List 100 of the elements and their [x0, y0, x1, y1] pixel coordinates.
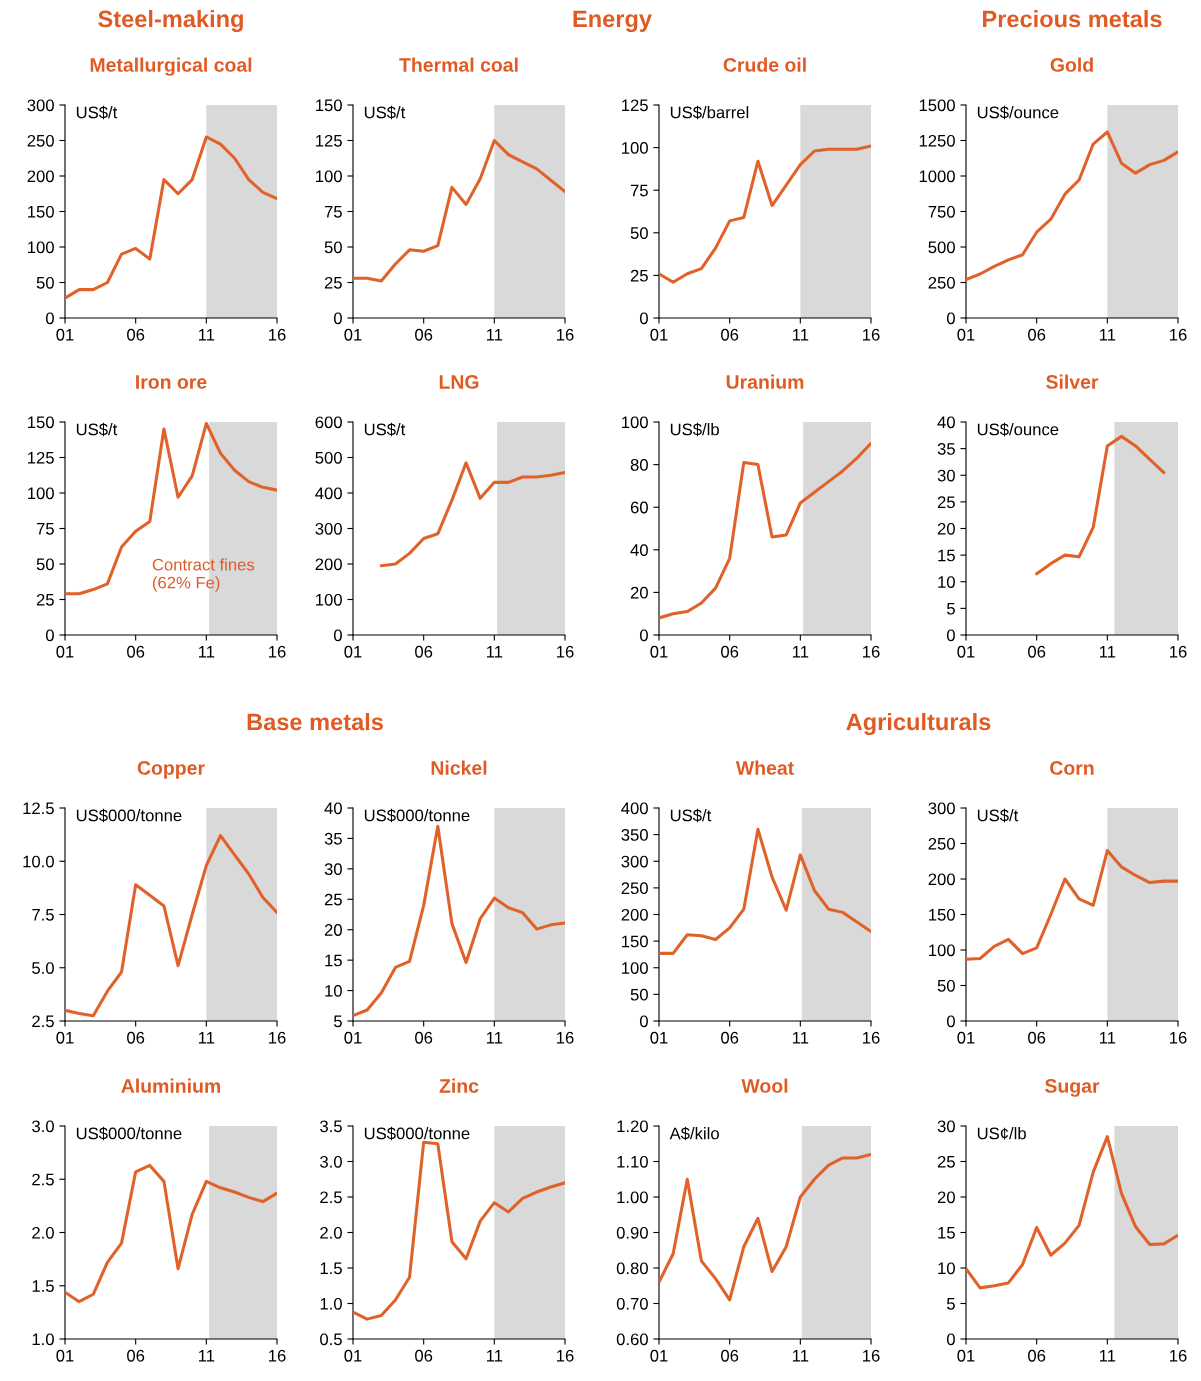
x-tick-label: 16 — [863, 1031, 880, 1044]
y-tick-label: 300 — [27, 99, 54, 112]
x-tick-label: 01 — [650, 645, 668, 658]
y-tick-label: 5 — [946, 602, 955, 615]
chart-title: Corn — [1050, 761, 1094, 775]
y-tick-label: 0 — [333, 312, 342, 325]
y-tick-label: 200 — [27, 170, 54, 183]
x-tick-label: 06 — [1028, 1349, 1046, 1362]
x-tick-label: 16 — [863, 645, 880, 658]
y-tick-label: 12.5 — [23, 802, 54, 815]
y-tick-label: 0 — [45, 312, 54, 325]
x-tick-label: 16 — [269, 1031, 286, 1044]
y-axis-title: US$000/tonne — [364, 1126, 470, 1141]
x-tick-label: 11 — [486, 646, 503, 658]
y-tick-label: 75 — [630, 184, 648, 197]
y-tick-label: 0 — [639, 312, 648, 325]
y-axis-title: US$/t — [977, 808, 1019, 823]
y-tick-label: 600 — [315, 416, 342, 429]
y-tick-label: 2.5 — [32, 1173, 54, 1186]
chart-title: Thermal coal — [399, 57, 518, 72]
y-tick-label: 150 — [28, 416, 54, 429]
y-tick-label: 500 — [928, 241, 955, 254]
y-tick-label: 10 — [938, 1262, 955, 1275]
y-tick-label: 125 — [316, 134, 342, 147]
y-tick-label: 0 — [946, 629, 955, 642]
y-tick-label: 35 — [324, 832, 342, 845]
chart-title: Sugar — [1045, 1079, 1100, 1097]
x-tick-label: 06 — [721, 1031, 739, 1044]
chart-title: Iron ore — [136, 375, 207, 389]
y-tick-label: 3.0 — [320, 1155, 342, 1168]
y-tick-label: 50 — [36, 276, 54, 289]
y-tick-label: 400 — [315, 487, 342, 500]
y-tick-label: 200 — [621, 908, 648, 921]
line-series — [379, 461, 565, 568]
y-tick-label: 750 — [928, 205, 955, 218]
x-tick-label: 16 — [863, 328, 880, 341]
y-tick-label: 2.5 — [32, 1015, 54, 1028]
line-series — [65, 1163, 277, 1304]
chart-title: LNG — [439, 375, 479, 389]
y-tick-label: 40 — [937, 416, 955, 429]
y-tick-label: 15 — [938, 549, 955, 562]
y-tick-label: 5 — [946, 1298, 955, 1310]
y-tick-label: 20 — [937, 522, 955, 535]
x-tick-label: 01 — [344, 1349, 362, 1362]
y-tick-label: 0 — [333, 629, 342, 642]
x-tick-label: 01 — [957, 1349, 975, 1362]
line-series — [353, 1140, 565, 1321]
x-tick-label: 06 — [127, 645, 145, 658]
line-series — [353, 824, 565, 1018]
y-tick-label: 20 — [324, 924, 342, 936]
y-tick-label: 0 — [946, 312, 955, 325]
y-tick-label: 0.70 — [616, 1297, 648, 1310]
x-tick-label: 06 — [415, 645, 433, 658]
y-tick-label: 150 — [929, 908, 955, 921]
x-tick-label: 06 — [721, 1349, 739, 1362]
y-tick-label: 350 — [621, 829, 648, 841]
x-tick-label: 11 — [1099, 646, 1116, 658]
x-tick-label: 06 — [1028, 328, 1046, 341]
chart-title: Crude oil — [723, 57, 806, 72]
x-tick-label: 11 — [198, 1350, 215, 1362]
y-tick-label: 2.0 — [320, 1226, 342, 1239]
y-tick-label: 25 — [937, 1155, 955, 1168]
y-tick-label: 250 — [928, 276, 955, 289]
x-tick-label: 11 — [792, 646, 809, 658]
y-tick-label: 2.0 — [32, 1226, 54, 1239]
y-tick-label: 50 — [630, 988, 648, 1001]
y-axis-title: US$/t — [76, 105, 118, 120]
x-tick-label: 06 — [415, 1031, 433, 1044]
chart-title: Nickel — [431, 760, 487, 775]
y-tick-label: 40 — [324, 802, 342, 815]
y-tick-label: 30 — [324, 863, 342, 876]
y-axis-title: A$/kilo — [669, 1126, 719, 1141]
y-axis-title: US$/lb — [670, 422, 719, 437]
line-series — [353, 138, 565, 283]
y-axis-title: US$000/tonne — [76, 808, 182, 823]
line-series — [659, 827, 871, 955]
chart-title: Aluminium — [121, 1078, 221, 1093]
y-tick-label: 1000 — [919, 170, 955, 183]
y-tick-label: 60 — [630, 501, 648, 514]
y-tick-label: 30 — [937, 1120, 955, 1133]
y-tick-label: 1250 — [919, 134, 955, 147]
y-tick-label: 200 — [928, 873, 955, 886]
y-axis-title: US¢/lb — [977, 1127, 1026, 1140]
y-tick-label: 0.5 — [320, 1333, 342, 1346]
y-tick-label: 5.0 — [32, 962, 54, 974]
chart-title: Zinc — [439, 1078, 479, 1093]
y-tick-label: 10.0 — [23, 855, 54, 868]
y-axis-title: US$/t — [76, 422, 118, 437]
x-tick-label: 16 — [1170, 1349, 1187, 1362]
y-tick-label: 250 — [928, 837, 955, 850]
text: Base metals — [247, 712, 383, 731]
chart-title: Wheat — [735, 760, 794, 775]
x-tick-label: 11 — [1099, 1350, 1116, 1362]
line-series — [65, 135, 277, 300]
y-tick-label: 0.60 — [616, 1333, 648, 1346]
chart-title: Wool — [741, 1078, 788, 1093]
x-tick-label: 16 — [269, 645, 286, 658]
y-tick-label: 15 — [325, 954, 342, 967]
x-tick-label: 01 — [344, 645, 362, 658]
text: Precious metals — [983, 10, 1162, 28]
